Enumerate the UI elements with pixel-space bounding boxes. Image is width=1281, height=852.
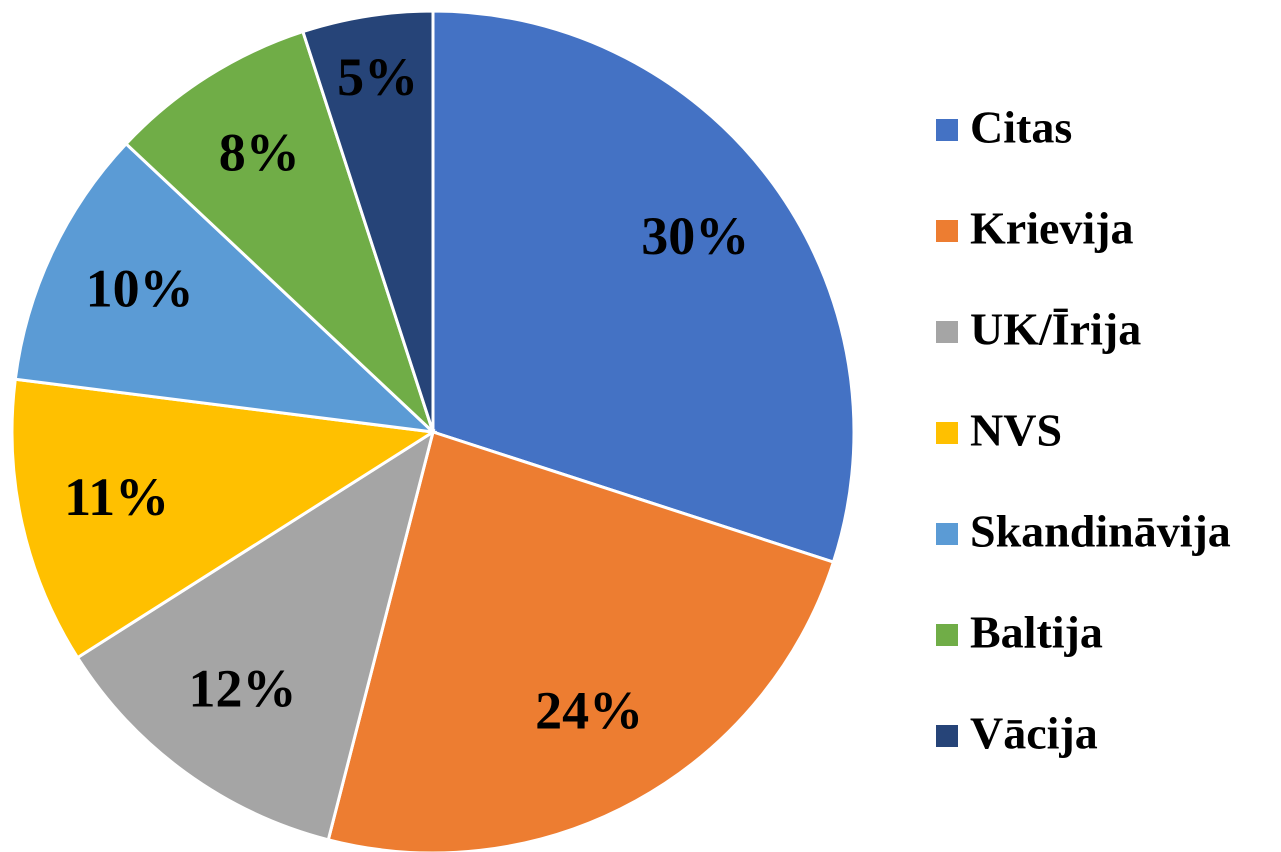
legend-swatch bbox=[936, 119, 958, 141]
pie-slice bbox=[431, 9, 856, 564]
legend-label: Baltija bbox=[970, 607, 1103, 658]
legend-label: UK/Īrija bbox=[970, 304, 1141, 355]
data-label: 10% bbox=[86, 258, 194, 318]
pie-slice bbox=[123, 29, 435, 434]
legend-swatch bbox=[936, 422, 958, 444]
legend-swatch bbox=[936, 321, 958, 343]
legend-label: Citas bbox=[970, 102, 1072, 153]
pie-slice bbox=[10, 377, 438, 660]
legend-label: Vācija bbox=[970, 708, 1098, 759]
legend-swatch bbox=[936, 725, 958, 747]
data-label: 8% bbox=[219, 123, 300, 183]
data-label: 11% bbox=[64, 467, 169, 527]
legend-swatch bbox=[936, 523, 958, 545]
pie-slice bbox=[326, 430, 836, 852]
pie-slice bbox=[75, 428, 436, 842]
data-label: 30% bbox=[641, 206, 749, 266]
legend-swatch bbox=[936, 624, 958, 646]
legend-label: NVS bbox=[970, 405, 1062, 456]
data-label: 5% bbox=[337, 47, 418, 107]
legend-swatch bbox=[936, 220, 958, 242]
data-label: 12% bbox=[188, 659, 296, 719]
legend-label: Krievija bbox=[970, 203, 1134, 254]
legend-label: Skandināvija bbox=[970, 506, 1231, 557]
pie-slice bbox=[13, 141, 438, 435]
data-label: 24% bbox=[535, 680, 643, 740]
pie-slice bbox=[301, 9, 435, 433]
